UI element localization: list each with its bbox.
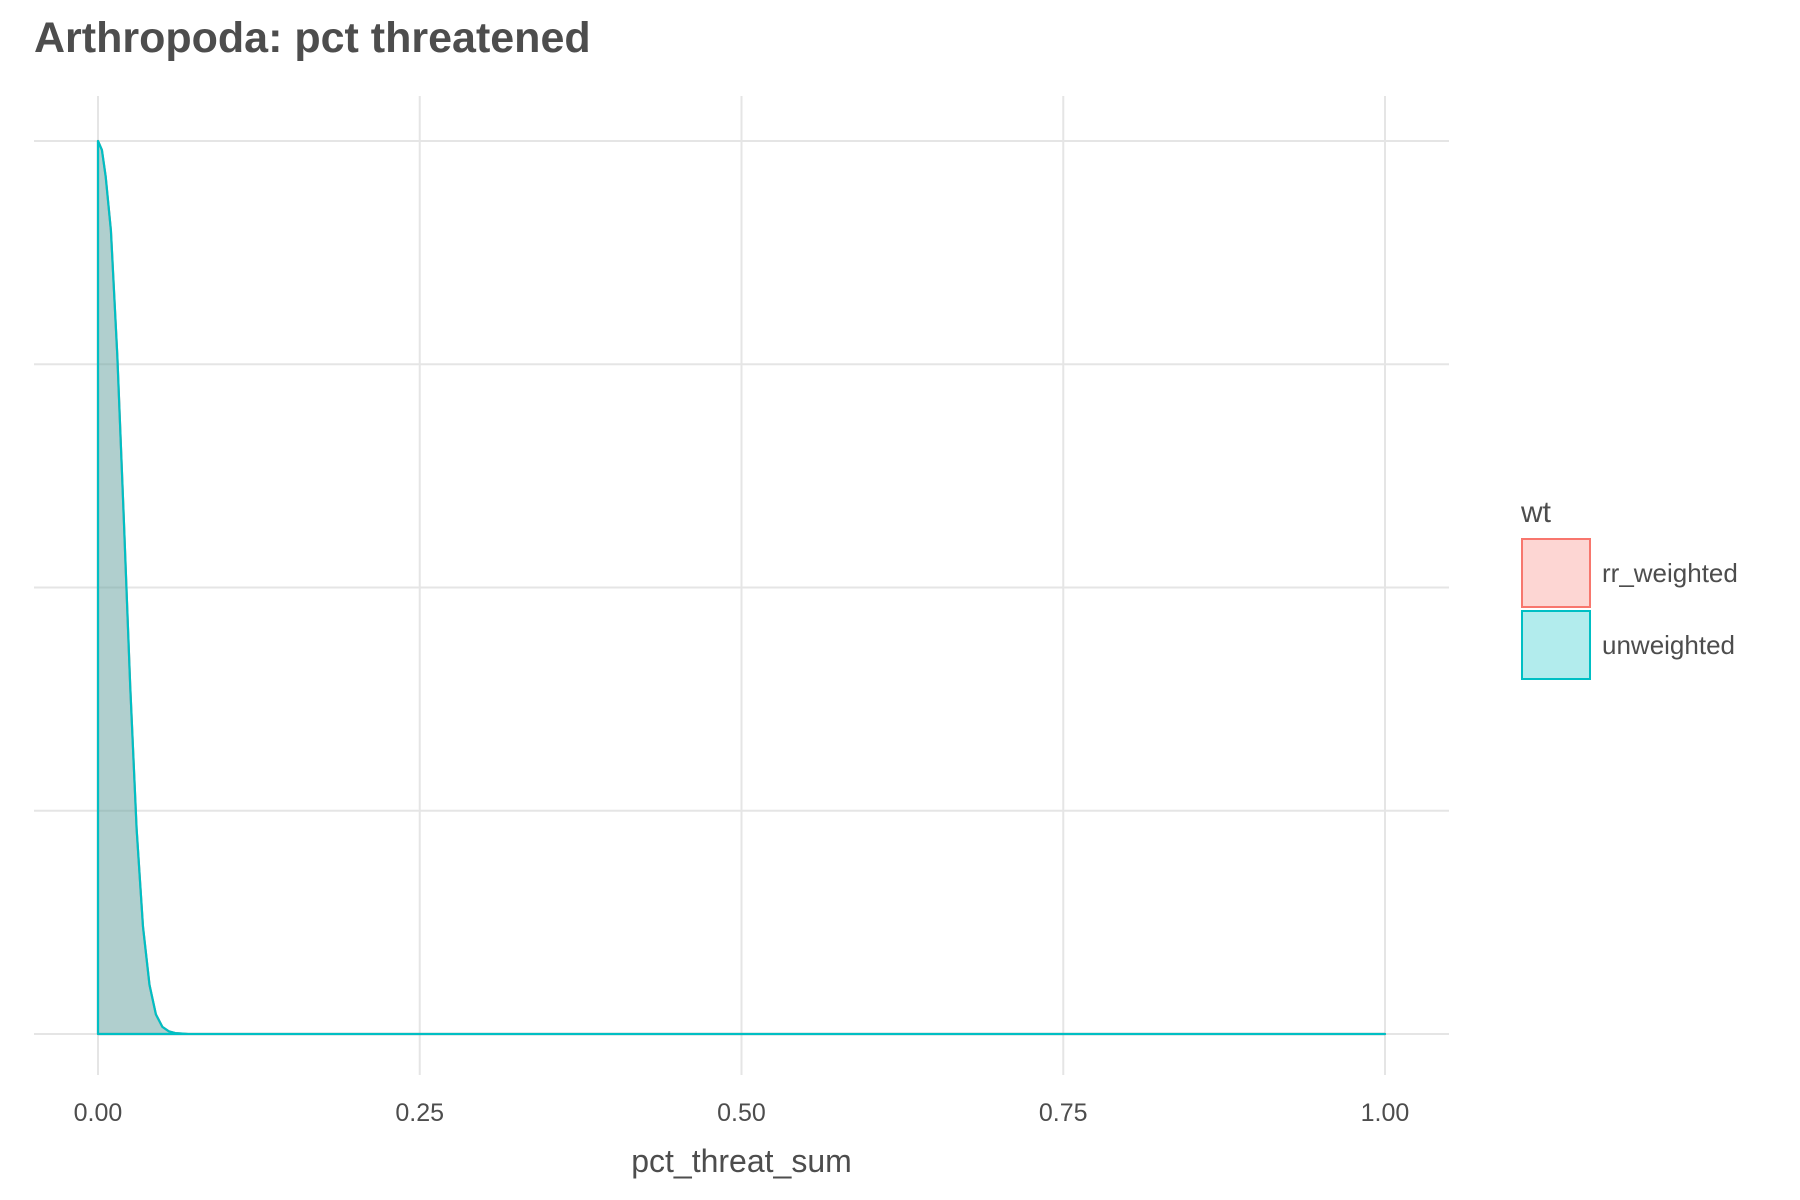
x-tick-label: 0.00	[74, 1099, 123, 1127]
density-area-unweighted	[96, 139, 1387, 1036]
x-tick-labels: 0.00 0.25 0.50 0.75 1.00	[74, 1099, 1410, 1127]
legend-key-rr_weighted	[1521, 538, 1591, 608]
grid-lines	[34, 96, 1449, 1075]
x-tick-label: 0.25	[395, 1099, 444, 1127]
x-tick-label: 0.50	[717, 1099, 766, 1127]
chart-title: Arthropoda: pct threatened	[34, 14, 591, 62]
legend: wt rr_weighted unweighted	[1520, 496, 1738, 680]
x-axis-title: pct_threat_sum	[631, 1143, 852, 1179]
density-series	[96, 139, 1387, 1036]
legend-title: wt	[1520, 496, 1552, 529]
legend-label: unweighted	[1602, 630, 1735, 660]
x-tick-label: 1.00	[1361, 1099, 1410, 1127]
x-tick-label: 0.75	[1039, 1099, 1088, 1127]
legend-key-unweighted	[1521, 610, 1591, 680]
legend-label: rr_weighted	[1602, 558, 1738, 588]
